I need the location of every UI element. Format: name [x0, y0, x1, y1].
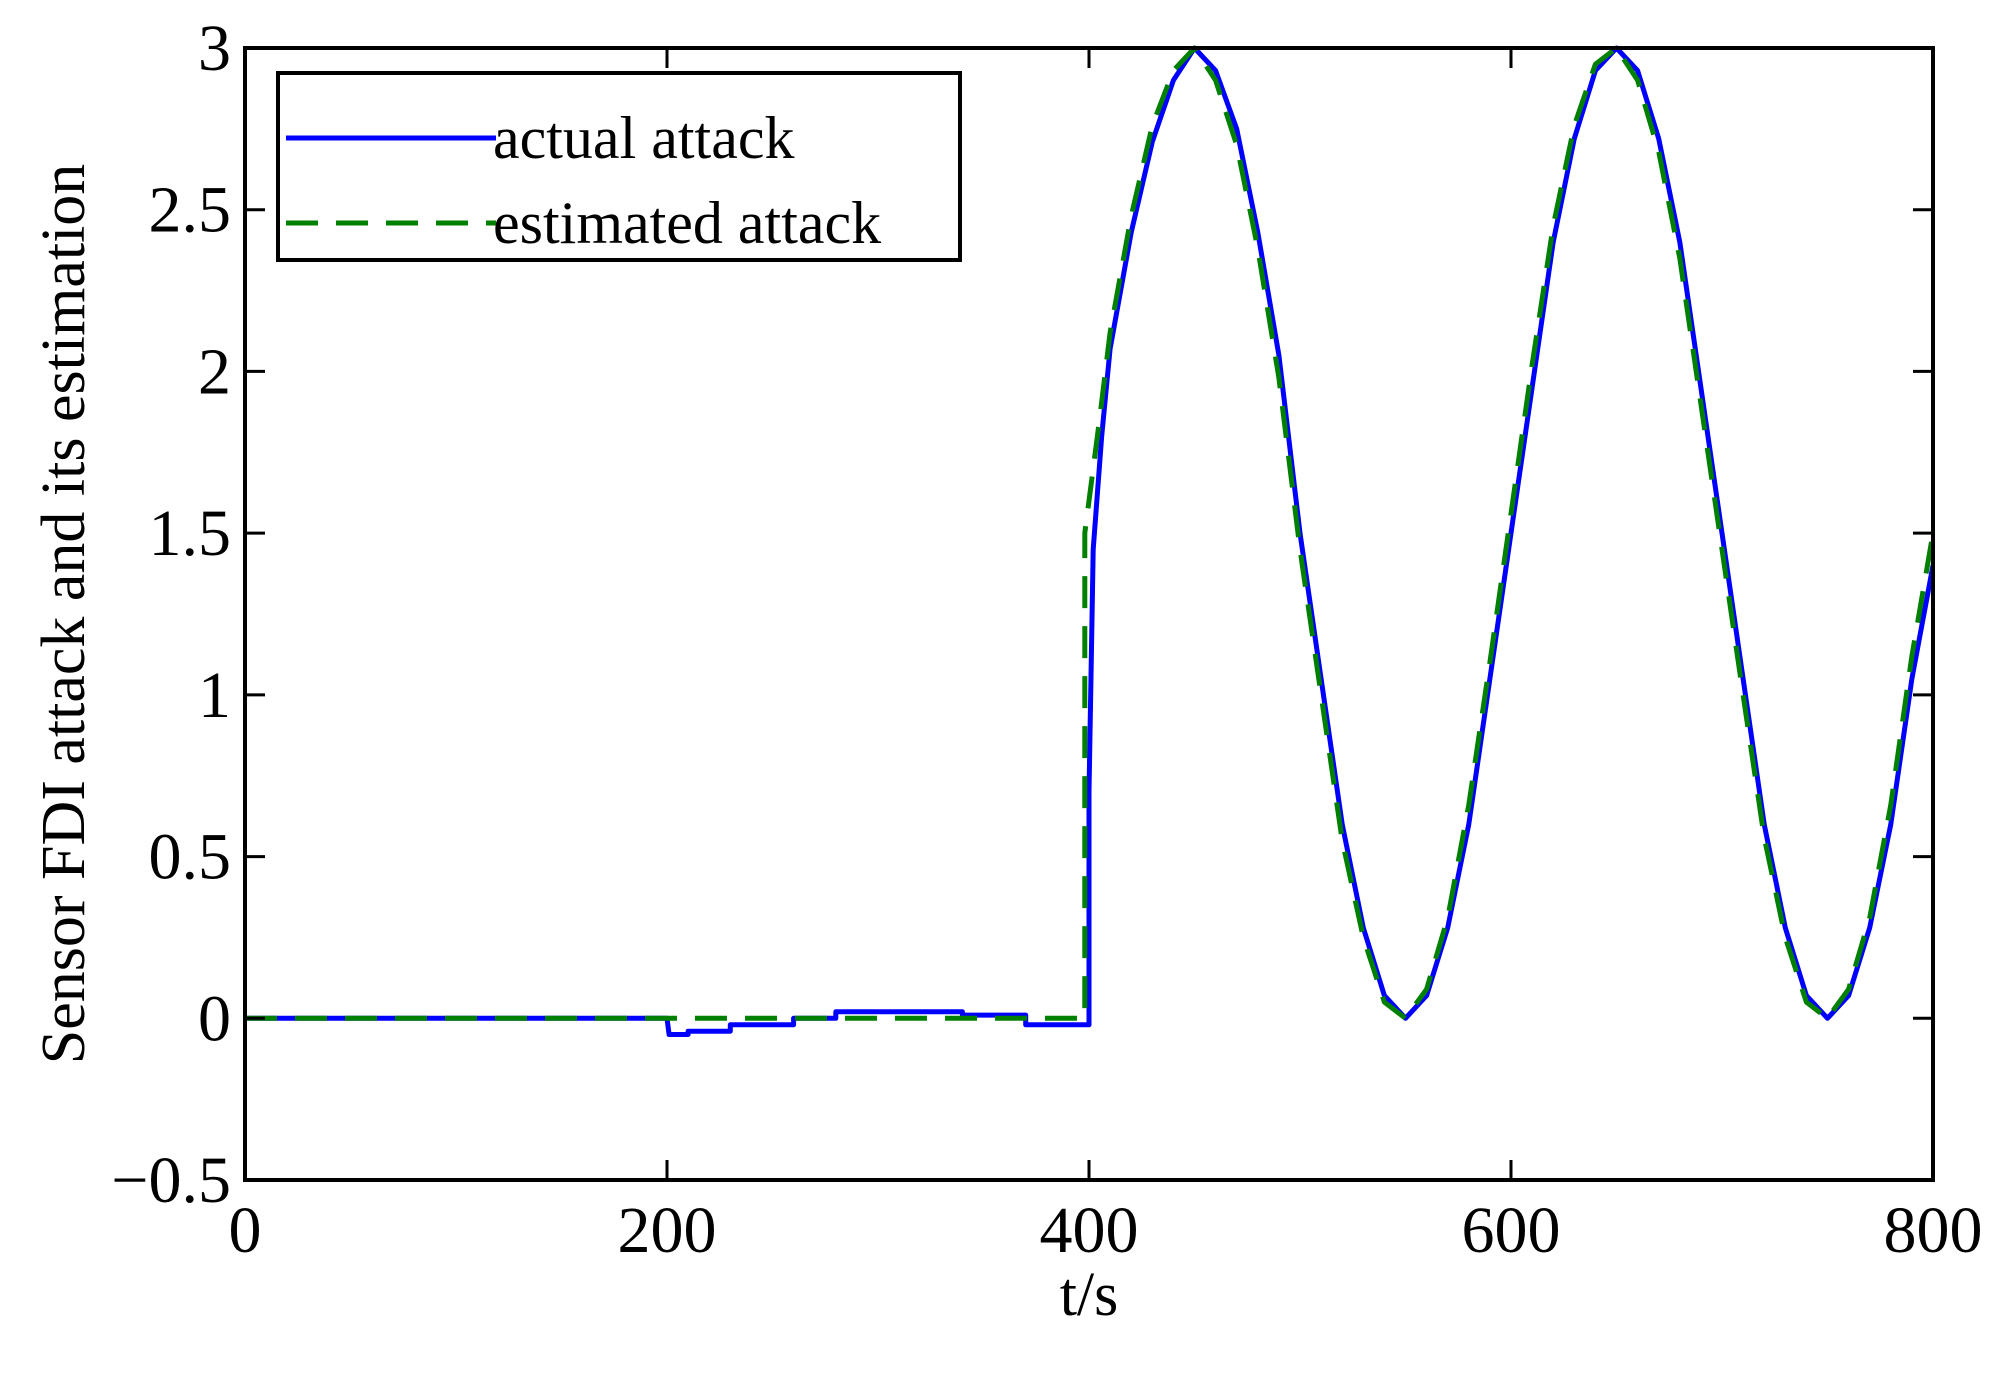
legend-box [276, 71, 962, 262]
y-tick-label: −0.5 [111, 1144, 231, 1217]
y-tick-label: 2.5 [149, 174, 232, 247]
legend-label-2: estimated attack [493, 190, 881, 256]
x-tick-label: 200 [618, 1194, 717, 1267]
x-tick-label: 400 [1040, 1194, 1139, 1267]
y-axis-label: Sensor FDI attack and its estimation [30, 164, 98, 1065]
legend-label-1: actual attack [493, 105, 794, 171]
x-tick-label: 800 [1884, 1194, 1983, 1267]
y-tick-label: 0.5 [149, 821, 232, 894]
series-line-2 [245, 45, 1933, 1021]
x-tick-label: 0 [229, 1194, 262, 1267]
y-tick-label: 3 [198, 12, 231, 85]
legend: actual attack estimated attack [276, 71, 962, 262]
y-tick-label: 1 [198, 659, 231, 732]
x-axis-label: t/s [1060, 1261, 1119, 1329]
y-tick-label: 1.5 [149, 497, 232, 570]
y-tick-label: 0 [198, 982, 231, 1055]
axes-layer: 0 200 400 600 800−0.500.511.522.53 [111, 12, 1982, 1267]
series-layer [245, 45, 1933, 1037]
y-tick-label: 2 [198, 335, 231, 408]
x-tick-label: 600 [1462, 1194, 1561, 1267]
